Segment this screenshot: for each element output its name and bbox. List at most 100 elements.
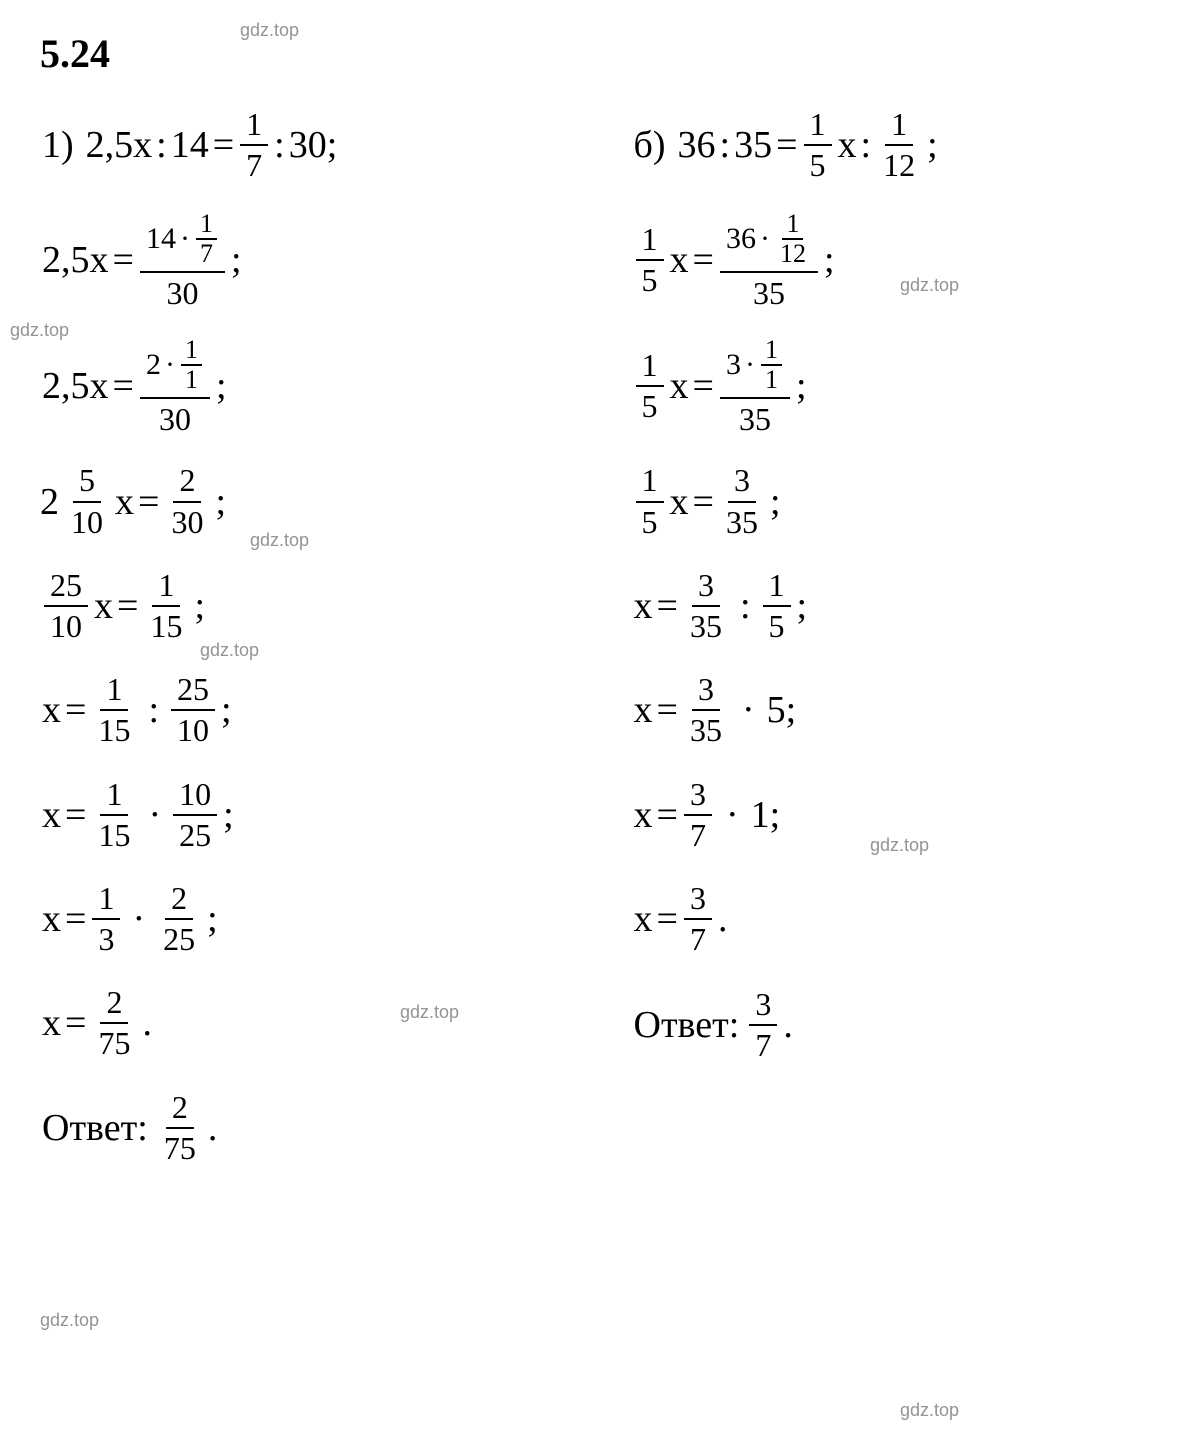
term: 2,5x bbox=[86, 126, 153, 164]
right-line-6: x = 3 35 · 5; bbox=[632, 672, 1164, 748]
x: x bbox=[42, 900, 61, 938]
complex-numerator: 2 · 1 1 bbox=[140, 337, 210, 399]
eq: = bbox=[65, 691, 86, 729]
end: ; bbox=[824, 241, 835, 279]
numerator: 1 bbox=[763, 568, 791, 607]
answer-label: Ответ: bbox=[634, 1003, 740, 1047]
end: . bbox=[718, 900, 728, 938]
val: 36 bbox=[726, 224, 756, 254]
fraction: 3 35 bbox=[720, 463, 764, 539]
end: ; bbox=[223, 796, 234, 834]
op: : bbox=[720, 126, 731, 164]
denominator: 10 bbox=[44, 607, 88, 644]
left-line-5: 25 10 x = 1 15 ; bbox=[40, 568, 572, 644]
end: ; bbox=[231, 241, 242, 279]
right-column: б) 36 : 35 = 1 5 x : 1 12 ; 1 5 x = bbox=[632, 107, 1164, 1166]
fraction: 2 75 bbox=[92, 985, 136, 1061]
left-line-6: x = 1 15 : 25 10 ; bbox=[40, 672, 572, 748]
x: x bbox=[634, 587, 653, 625]
numerator: 2 bbox=[166, 1090, 194, 1129]
denominator: 25 bbox=[157, 920, 201, 957]
fraction: 1 5 bbox=[804, 107, 832, 183]
watermark-text: gdz.top bbox=[40, 1310, 99, 1331]
denominator: 10 bbox=[171, 711, 215, 748]
left-line-2: 2,5x = 14 · 1 7 30 ; bbox=[40, 211, 572, 309]
x: x bbox=[670, 241, 689, 279]
x: x bbox=[42, 1004, 61, 1042]
inner-fraction: 1 1 bbox=[181, 337, 202, 393]
end: ; bbox=[770, 483, 781, 521]
eq: = bbox=[117, 587, 138, 625]
fraction: 3 35 bbox=[684, 568, 728, 644]
end: ; bbox=[215, 483, 226, 521]
denominator: 5 bbox=[763, 607, 791, 644]
end: . bbox=[208, 1106, 218, 1150]
complex-denominator: 30 bbox=[153, 399, 197, 435]
fraction: 2 75 bbox=[158, 1090, 202, 1166]
denominator: 25 bbox=[173, 816, 217, 853]
watermark-text: gdz.top bbox=[240, 20, 299, 41]
numerator: 1 bbox=[196, 211, 217, 240]
denominator: 3 bbox=[92, 920, 120, 957]
complex-numerator: 3 · 1 1 bbox=[720, 337, 790, 399]
lhs: 2,5x bbox=[42, 367, 109, 405]
complex-denominator: 35 bbox=[747, 273, 791, 309]
right-line-1: б) 36 : 35 = 1 5 x : 1 12 ; bbox=[632, 107, 1164, 183]
right-line-3: 1 5 x = 3 · 1 1 35 ; bbox=[632, 337, 1164, 435]
val: 2 bbox=[146, 350, 161, 380]
answer-label: Ответ: bbox=[42, 1106, 148, 1150]
inner-fraction: 1 12 bbox=[776, 211, 810, 267]
fraction: 3 7 bbox=[684, 881, 712, 957]
op: · bbox=[148, 796, 161, 834]
eq: = bbox=[693, 241, 714, 279]
numerator: 3 bbox=[684, 777, 712, 816]
end: . bbox=[142, 1004, 152, 1042]
numerator: 3 bbox=[692, 568, 720, 607]
watermark-text: gdz.top bbox=[870, 835, 929, 856]
val: 14 bbox=[146, 224, 176, 254]
right-line-5: x = 3 35 : 1 5 ; bbox=[632, 568, 1164, 644]
fraction: 25 10 bbox=[44, 568, 88, 644]
lhs: 2,5x bbox=[42, 241, 109, 279]
numerator: 2 bbox=[173, 463, 201, 502]
denominator: 7 bbox=[240, 146, 268, 183]
eq: = bbox=[213, 126, 234, 164]
dot: · bbox=[760, 224, 770, 254]
eq: = bbox=[113, 241, 134, 279]
dot: · bbox=[180, 224, 190, 254]
numerator: 1 bbox=[804, 107, 832, 146]
eq: = bbox=[657, 587, 678, 625]
solution-columns: 1) 2,5x : 14 = 1 7 : 30; 2,5x = 14 · 1 bbox=[40, 107, 1163, 1166]
complex-fraction: 36 · 1 12 35 bbox=[720, 211, 818, 309]
fraction: 3 35 bbox=[684, 672, 728, 748]
fraction: 1 5 bbox=[763, 568, 791, 644]
numerator: 1 bbox=[761, 337, 782, 366]
numerator: 25 bbox=[171, 672, 215, 711]
denominator: 10 bbox=[65, 503, 109, 540]
complex-numerator: 36 · 1 12 bbox=[720, 211, 818, 273]
val: 14 bbox=[171, 126, 209, 164]
x: x bbox=[42, 796, 61, 834]
end: ; bbox=[927, 126, 938, 164]
denominator: 5 bbox=[636, 503, 664, 540]
complex-fraction: 14 · 1 7 30 bbox=[140, 211, 225, 309]
numerator: 3 bbox=[692, 672, 720, 711]
op: : bbox=[861, 126, 872, 164]
op: : bbox=[156, 126, 167, 164]
numerator: 1 bbox=[885, 107, 913, 146]
end: . bbox=[783, 1003, 793, 1047]
val: 36 bbox=[678, 126, 716, 164]
op: : bbox=[274, 126, 285, 164]
label: 1) bbox=[42, 126, 74, 164]
eq: = bbox=[657, 900, 678, 938]
end: ; bbox=[207, 900, 218, 938]
left-line-3: 2,5x = 2 · 1 1 30 ; bbox=[40, 337, 572, 435]
left-answer: Ответ: 2 75 . bbox=[40, 1090, 572, 1166]
complex-denominator: 35 bbox=[733, 399, 777, 435]
eq: = bbox=[657, 796, 678, 834]
numerator: 1 bbox=[100, 672, 128, 711]
complex-numerator: 14 · 1 7 bbox=[140, 211, 225, 273]
numerator: 1 bbox=[100, 777, 128, 816]
watermark-text: gdz.top bbox=[10, 320, 69, 341]
numerator: 2 bbox=[100, 985, 128, 1024]
